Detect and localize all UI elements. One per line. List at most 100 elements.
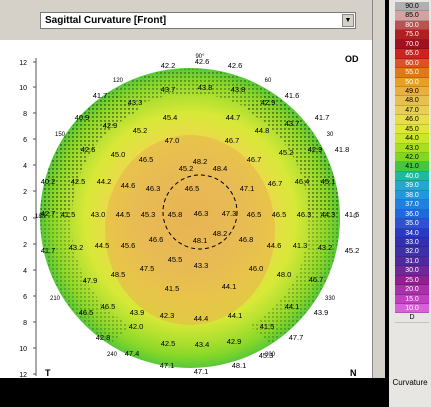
steep-zone — [105, 135, 275, 325]
curvature-value: 46.3 — [194, 209, 209, 218]
scale-footer: Curvature — [389, 378, 431, 407]
curvature-value: 44.6 — [267, 241, 282, 250]
scale-swatch: 30.0 — [395, 266, 429, 276]
curvature-value: 45.3 — [259, 351, 274, 360]
curvature-value: 41.6 — [285, 91, 300, 100]
curvature-value: 45.2 — [279, 148, 294, 157]
scale-swatch: 45.0 — [395, 124, 429, 135]
curvature-value: 48.5 — [111, 270, 126, 279]
curvature-value: 47.3 — [222, 209, 237, 218]
scale-swatch: 50.0 — [395, 77, 429, 87]
curvature-value: 43.3 — [128, 98, 143, 107]
curvature-value: 46.5 — [79, 308, 94, 317]
curvature-value: 44.7 — [226, 113, 241, 122]
ring-angle-label: 150 — [55, 132, 66, 138]
curvature-value: 48.1 — [232, 361, 247, 370]
scale-swatch: 15.0 — [395, 294, 429, 304]
color-scale: 90.0 85.0 80.0 75.0 70.0 65.0 60.0 55.0 50.0 49.0… — [395, 2, 429, 323]
curvature-value: 44.6 — [121, 181, 136, 190]
scale-swatch: 31.0 — [395, 256, 429, 267]
scale-swatch: 60.0 — [395, 58, 429, 69]
scale-swatch: 46.0 — [395, 115, 429, 125]
curvature-value: 41.7 — [93, 91, 108, 100]
curvature-value: 42.7 — [41, 209, 56, 218]
curvature-value: 44.1 — [222, 282, 237, 291]
ring-angle-label: 180 — [35, 214, 46, 220]
scale-swatch: 85.0 — [395, 11, 429, 21]
y-tick-label: 8 — [23, 320, 27, 327]
curvature-value: 46.5 — [247, 210, 262, 219]
curvature-value: 47.0 — [165, 136, 180, 145]
scale-swatch: 55.0 — [395, 68, 429, 78]
curvature-value: 45.2 — [179, 164, 194, 173]
curvature-value: 44.1 — [285, 302, 300, 311]
curvature-value: 45.8 — [168, 210, 183, 219]
curvature-value: 40.2 — [41, 177, 56, 186]
scale-swatch: 70.0 — [395, 39, 429, 50]
curvature-value: 43.2 — [318, 243, 333, 252]
vertical-scrollbar[interactable] — [372, 0, 385, 378]
curvature-value: 46.7 — [247, 155, 262, 164]
curvature-value: 42.9 — [103, 121, 118, 130]
curvature-value: 42.6 — [81, 145, 96, 154]
curvature-value: 43.3 — [194, 261, 209, 270]
curvature-value: 48.1 — [193, 236, 208, 245]
curvature-value: 46.5 — [101, 302, 116, 311]
map-type-select[interactable]: Sagittal Curvature [Front] ▼ — [40, 12, 356, 29]
y-tick-label: 12 — [19, 60, 27, 67]
curvature-value: 48.4 — [213, 164, 228, 173]
scale-swatch: 41.0 — [395, 162, 429, 172]
scale-swatch: 65.0 — [395, 49, 429, 59]
curvature-value: 42.3 — [160, 311, 175, 320]
curvature-value: 41.5 — [165, 284, 180, 293]
curvature-value: 46.4 — [295, 177, 310, 186]
ring-angle-label: 240 — [107, 352, 118, 358]
scale-swatch: 38.0 — [395, 190, 429, 201]
nasal-label: N — [350, 368, 357, 378]
ring-angle-label: 300 — [265, 352, 276, 358]
curvature-value: 46.5 — [139, 155, 154, 164]
y-axis-ticks: 12 10 8 6 4 2 0 2 4 6 8 10 12 — [19, 60, 36, 379]
y-tick-label: 12 — [19, 372, 27, 378]
ring-angle-label: 210 — [50, 296, 61, 302]
scale-swatch: 48.0 — [395, 96, 429, 106]
curvature-value: 47.5 — [140, 264, 155, 273]
scale-swatch: 32.0 — [395, 247, 429, 257]
curvature-value: 46.3 — [297, 210, 312, 219]
curvature-value: 43.8 — [231, 85, 246, 94]
curvature-value: 41.3 — [293, 241, 308, 250]
scale-swatch: 40.0 — [395, 171, 429, 182]
curvature-map-area[interactable]: 12 10 8 6 4 2 0 2 4 6 8 10 12 90° 120 60 150 30 180 0 210 33… — [0, 40, 372, 379]
scale-swatch: 44.0 — [395, 134, 429, 144]
curvature-value: 43.9 — [130, 308, 145, 317]
scale-footer-label: Curvature — [392, 378, 428, 387]
scale-swatch: 36.0 — [395, 209, 429, 220]
ring-angle-labels: 90° 120 60 150 30 180 0 210 330 240 300 — [35, 54, 357, 358]
scale-swatch: 10.0 — [395, 304, 429, 314]
curvature-map[interactable]: 12 10 8 6 4 2 0 2 4 6 8 10 12 90° 120 60 150 30 180 0 210 33… — [0, 40, 372, 379]
scale-swatch: 90.0 — [395, 2, 429, 12]
y-tick-label: 4 — [23, 268, 27, 275]
y-tick-label: 10 — [19, 346, 27, 353]
curvature-value: 42.9 — [308, 145, 323, 154]
curvature-value: 44.1 — [228, 311, 243, 320]
temporal-label: T — [45, 368, 51, 378]
chevron-down-icon[interactable]: ▼ — [342, 14, 354, 27]
curvature-value: 47.1 — [160, 361, 175, 370]
curvature-value: 40.9 — [75, 113, 90, 122]
y-tick-label: 10 — [19, 85, 27, 92]
curvature-value: 46.0 — [249, 264, 264, 273]
scale-swatch: 25.0 — [395, 275, 429, 286]
curvature-value: 46.8 — [239, 235, 254, 244]
scale-swatch: 33.0 — [395, 237, 429, 248]
curvature-value: 42.2 — [161, 61, 176, 70]
curvature-value: 47.9 — [83, 276, 98, 285]
curvature-value: 42.8 — [96, 333, 111, 342]
curvature-value: 47.1 — [194, 367, 209, 376]
curvature-value: 42.5 — [71, 177, 86, 186]
curvature-value: 48.2 — [193, 157, 208, 166]
curvature-value: 44.4 — [194, 314, 209, 323]
curvature-value: 41.8 — [335, 145, 350, 154]
y-tick-label: 0 — [23, 216, 27, 223]
